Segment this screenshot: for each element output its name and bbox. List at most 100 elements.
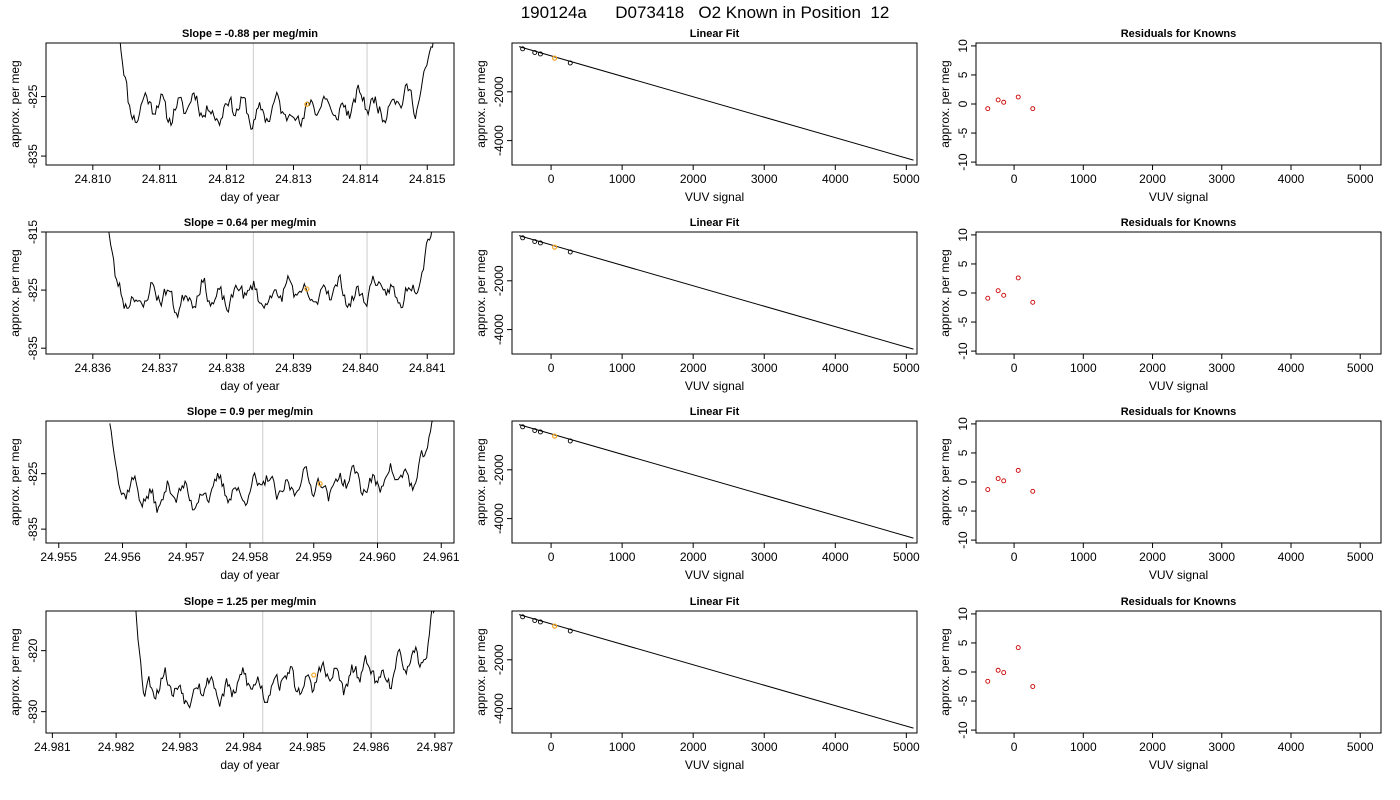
time-series-trace: [109, 421, 434, 513]
y-axis-label: approx. per meg: [474, 60, 488, 147]
plot-area: [119, 43, 434, 165]
fit-point: [532, 618, 538, 623]
x-tick-label: 0: [1011, 172, 1018, 186]
highlight-point: [304, 101, 310, 107]
y-axis-label: approx. per meg: [474, 249, 488, 336]
residual-point: [1015, 94, 1021, 100]
highlight-point: [552, 55, 558, 61]
panel-grid: Slope = -0.88 per meg/min 24.810 24.811 24.…: [8, 28, 1382, 772]
y-tick-label: -10: [956, 342, 970, 360]
residual-point: [1030, 684, 1036, 689]
plot-frame: [511, 42, 918, 166]
x-axis-label: VUV signal: [1149, 190, 1208, 204]
plot-frame: [975, 231, 1382, 355]
y-tick-label: -10: [956, 721, 970, 739]
x-tick-label: 5000: [1347, 550, 1374, 564]
y-tick-label: 0: [956, 478, 970, 485]
y-tick-label: 0: [956, 289, 970, 296]
x-tick-label: 3000: [1208, 550, 1235, 564]
residual-point: [995, 97, 1001, 103]
x-tick-label: 0: [548, 740, 555, 754]
fit-point: [532, 428, 538, 433]
x-tick-label: 24.987: [417, 740, 454, 754]
residual-point: [985, 487, 991, 493]
x-tick-label: 24.814: [342, 172, 379, 186]
y-tick-label: 0: [956, 100, 970, 107]
x-tick-label: 24.811: [142, 172, 178, 186]
x-tick-label: 24.810: [74, 172, 111, 186]
y-tick-label: -825: [26, 84, 40, 108]
y-tick-label: -835: [26, 336, 40, 360]
x-tick-label: 4000: [1278, 172, 1305, 186]
x-tick-label: 24.986: [353, 740, 390, 754]
highlight-point: [552, 623, 558, 629]
highlight-point: [552, 433, 558, 439]
y-tick-label: 5: [956, 260, 970, 267]
x-tick-label: 1000: [609, 740, 636, 754]
y-tick-label: -815: [26, 220, 40, 244]
plot-area: [518, 424, 914, 539]
panel-title: Slope = -0.88 per meg/min: [182, 28, 318, 40]
panel-title: Linear Fit: [690, 406, 740, 418]
y-tick-label: 5: [956, 639, 970, 646]
y-tick-label: -10: [956, 531, 970, 549]
x-tick-label: 4000: [822, 172, 849, 186]
x-tick-label: 4000: [822, 550, 849, 564]
residual-point: [1015, 645, 1021, 651]
x-tick-label: 24.838: [208, 361, 245, 375]
fit-point: [567, 438, 573, 444]
x-tick-label: 2000: [680, 550, 707, 564]
panel-r4c2: Linear Fit 0 1000 2000 3000 4000 5000 -4000 -200…: [474, 596, 920, 772]
y-tick-label: -2000: [492, 265, 506, 296]
x-tick-label: 24.982: [98, 740, 135, 754]
y-tick-label: 10: [956, 39, 970, 53]
panel-r4c1: Slope = 1.25 per meg/min 24.981 24.982 24.9…: [8, 596, 455, 772]
fit-line: [518, 614, 914, 729]
y-tick-label: -830: [26, 699, 40, 723]
plot-area: [135, 611, 435, 733]
y-tick-label: -2000: [492, 644, 506, 675]
panel-title: Residuals for Knowns: [1121, 596, 1237, 608]
x-tick-label: 0: [548, 550, 555, 564]
fit-point: [532, 50, 538, 55]
x-tick-label: 1000: [1070, 361, 1097, 375]
x-tick-label: 24.813: [275, 172, 312, 186]
plot-frame: [45, 610, 455, 734]
x-tick-label: 2000: [1139, 550, 1166, 564]
x-axis-label: day of year: [220, 568, 279, 582]
y-tick-label: -835: [26, 517, 40, 541]
time-series-trace: [108, 232, 433, 319]
y-axis-label: approx. per meg: [938, 60, 952, 147]
y-tick-label: -825: [26, 461, 40, 485]
residual-point: [995, 288, 1001, 294]
y-tick-label: 10: [956, 417, 970, 431]
residual-point: [1030, 106, 1036, 112]
fit-line: [518, 235, 914, 350]
y-axis-label: approx. per meg: [8, 628, 22, 715]
y-tick-label: -4000: [492, 314, 506, 345]
y-axis-label: approx. per meg: [474, 628, 488, 715]
x-axis-label: day of year: [220, 758, 279, 772]
plot-area: [985, 94, 1036, 112]
fit-point: [537, 619, 543, 625]
x-tick-label: 1000: [609, 172, 636, 186]
y-tick-label: -2000: [492, 76, 506, 107]
x-tick-label: 5000: [1347, 740, 1374, 754]
x-tick-label: 3000: [751, 172, 778, 186]
y-tick-label: -835: [26, 144, 40, 168]
time-series-trace: [135, 611, 435, 709]
y-tick-label: -5: [956, 505, 970, 516]
fit-point: [520, 614, 526, 620]
plot-frame: [975, 42, 1382, 166]
fit-point: [537, 429, 543, 435]
x-tick-label: 2000: [680, 740, 707, 754]
x-tick-label: 4000: [1278, 550, 1305, 564]
x-tick-label: 2000: [680, 172, 707, 186]
y-tick-label: 5: [956, 449, 970, 456]
panel-r1c1: Slope = -0.88 per meg/min 24.810 24.811 24.…: [8, 28, 455, 204]
panel-r3c2: Linear Fit 0 1000 2000 3000 4000 5000 -4000 -200…: [474, 406, 920, 582]
y-tick-label: 10: [956, 228, 970, 242]
residual-point: [1001, 99, 1007, 105]
plot-area: [985, 275, 1036, 305]
plot-area: [518, 614, 914, 729]
